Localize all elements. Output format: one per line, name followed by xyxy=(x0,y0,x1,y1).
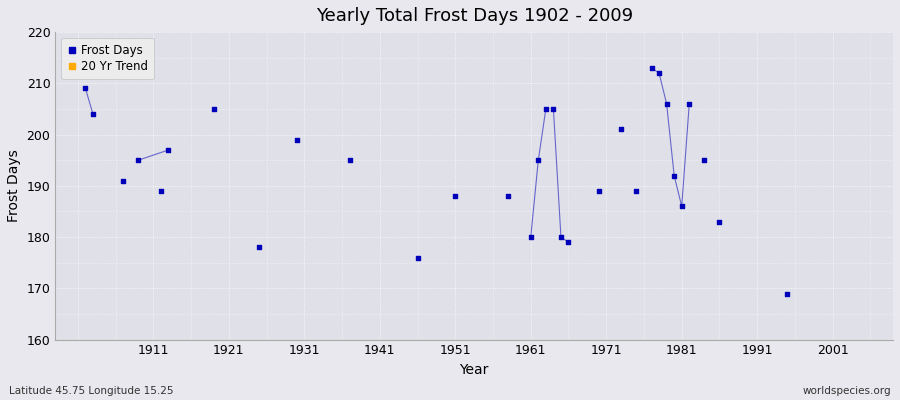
Point xyxy=(154,188,168,194)
Point xyxy=(448,193,463,199)
Point xyxy=(78,85,93,92)
Text: Latitude 45.75 Longitude 15.25: Latitude 45.75 Longitude 15.25 xyxy=(9,386,174,396)
Point xyxy=(546,106,561,112)
Point xyxy=(674,203,688,210)
Legend: Frost Days, 20 Yr Trend: Frost Days, 20 Yr Trend xyxy=(61,38,154,79)
Point xyxy=(591,188,606,194)
Point xyxy=(410,254,425,261)
Point xyxy=(539,106,554,112)
Point xyxy=(652,70,666,76)
Point xyxy=(667,172,681,179)
Point xyxy=(644,65,659,71)
Point xyxy=(501,193,516,199)
Point xyxy=(614,126,628,133)
Text: worldspecies.org: worldspecies.org xyxy=(803,386,891,396)
Point xyxy=(131,157,146,164)
Point xyxy=(206,106,220,112)
Point xyxy=(342,157,356,164)
Point xyxy=(682,101,697,107)
Point xyxy=(531,157,545,164)
Point xyxy=(660,101,674,107)
Point xyxy=(252,244,266,250)
Point xyxy=(290,136,304,143)
Point xyxy=(524,234,538,240)
X-axis label: Year: Year xyxy=(460,363,489,377)
Y-axis label: Frost Days: Frost Days xyxy=(7,150,21,222)
Point xyxy=(780,290,795,297)
Point xyxy=(116,178,130,184)
Point xyxy=(161,147,176,153)
Point xyxy=(629,188,643,194)
Point xyxy=(698,157,712,164)
Point xyxy=(86,111,100,117)
Title: Yearly Total Frost Days 1902 - 2009: Yearly Total Frost Days 1902 - 2009 xyxy=(316,7,633,25)
Point xyxy=(562,239,576,246)
Point xyxy=(712,218,726,225)
Point xyxy=(554,234,568,240)
